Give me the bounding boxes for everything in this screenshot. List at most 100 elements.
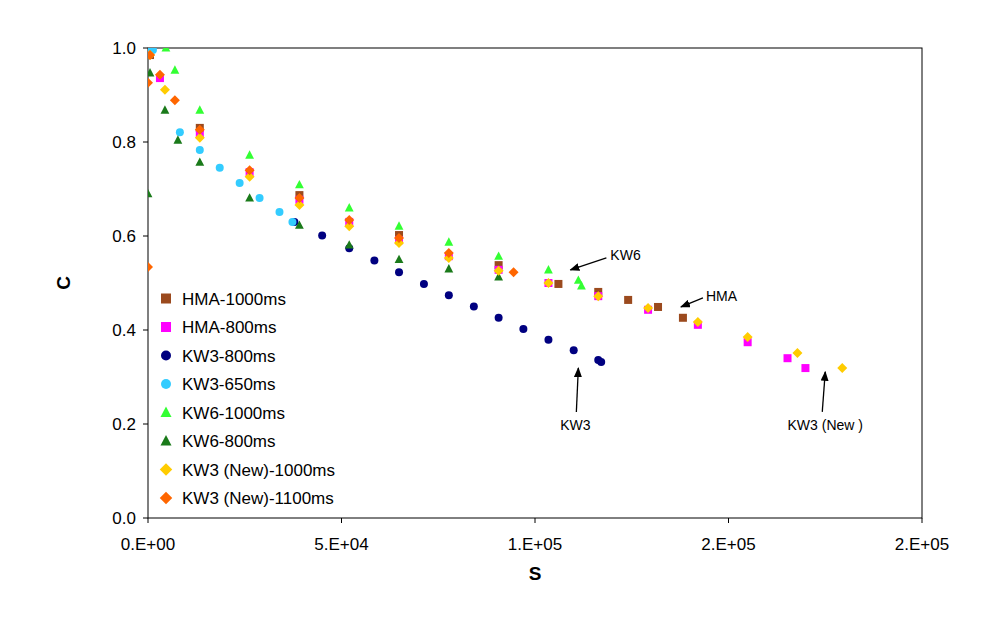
point — [593, 291, 603, 301]
x-tick — [148, 518, 149, 523]
series — [148, 50, 847, 373]
point — [195, 125, 205, 135]
annotation: KW6 — [610, 247, 641, 263]
point — [445, 291, 453, 299]
annotation-arrow — [576, 368, 578, 412]
x-tick-label: 0.E+00 — [121, 535, 175, 554]
legend-marker — [160, 492, 173, 505]
legend-marker — [161, 379, 171, 389]
y-tick-label: 0.8 — [112, 133, 136, 152]
plot-frame — [148, 48, 922, 518]
y-tick-label: 0.2 — [112, 415, 136, 434]
plot-area — [148, 48, 847, 373]
point — [570, 346, 578, 354]
legend-label: HMA-800ms — [182, 318, 276, 337]
point — [288, 218, 296, 226]
point — [176, 128, 184, 136]
point — [155, 70, 165, 80]
point — [792, 348, 802, 358]
point — [679, 314, 687, 322]
annotation: KW3 — [560, 417, 591, 433]
point — [245, 150, 254, 158]
point — [544, 336, 552, 344]
legend-label: KW3 (New)-1100ms — [182, 489, 334, 508]
point — [577, 281, 586, 289]
legend-marker — [161, 294, 171, 304]
legend-label: KW6-800ms — [182, 432, 276, 451]
legend-label: KW6-1000ms — [182, 404, 285, 423]
y-tick — [143, 142, 148, 143]
point — [544, 279, 552, 287]
point — [170, 65, 179, 73]
point — [420, 280, 428, 288]
annotation-arrow — [570, 258, 606, 270]
point — [444, 248, 454, 258]
point — [693, 317, 703, 327]
x-tick — [535, 518, 536, 523]
point — [594, 292, 602, 300]
point — [509, 267, 519, 277]
point — [543, 278, 553, 288]
series — [148, 51, 687, 322]
y-tick — [143, 518, 148, 519]
point — [470, 303, 478, 311]
point — [148, 68, 154, 76]
y-tick — [143, 48, 148, 49]
x-tick-label: 1.E+05 — [508, 535, 562, 554]
point — [743, 332, 753, 342]
x-tick — [728, 518, 729, 523]
series — [162, 48, 586, 289]
series — [148, 48, 296, 226]
legend-marker — [160, 463, 173, 476]
point — [494, 251, 503, 259]
point — [160, 85, 170, 95]
point — [370, 256, 378, 264]
y-axis-label: C — [53, 276, 74, 290]
point — [148, 78, 153, 88]
point — [554, 280, 562, 288]
series — [290, 218, 605, 366]
x-tick-label: 5.E+04 — [314, 535, 368, 554]
y-tick — [143, 236, 148, 237]
point — [195, 157, 204, 165]
point — [444, 264, 453, 272]
legend-marker — [161, 435, 172, 446]
point — [395, 255, 404, 263]
point — [148, 189, 152, 197]
series — [148, 50, 519, 277]
point — [162, 48, 171, 52]
point — [318, 232, 326, 240]
x-tick — [922, 518, 923, 523]
annotation-arrow — [681, 298, 703, 307]
legend-label: KW3-650ms — [182, 375, 276, 394]
y-tick — [143, 330, 148, 331]
point — [784, 354, 792, 362]
x-tick-label: 2.E+05 — [895, 535, 949, 554]
y-tick — [143, 424, 148, 425]
point — [170, 95, 180, 105]
legend-label: KW3 (New)-1000ms — [182, 461, 335, 480]
point — [345, 203, 354, 211]
point — [494, 266, 504, 276]
annotation: KW3 (New ) — [788, 417, 863, 433]
x-axis-label: S — [529, 563, 542, 584]
point — [395, 268, 403, 276]
point — [295, 180, 304, 188]
point — [495, 314, 503, 322]
point — [345, 240, 354, 248]
point — [216, 164, 224, 172]
legend-label: KW3-800ms — [182, 347, 276, 366]
point — [148, 262, 153, 272]
point — [275, 208, 283, 216]
legend-marker — [161, 322, 171, 332]
point — [597, 358, 605, 366]
annotation: HMA — [706, 288, 738, 304]
point — [519, 325, 527, 333]
point — [148, 50, 155, 60]
point — [245, 165, 255, 175]
point — [295, 220, 304, 228]
y-tick-label: 0.6 — [112, 227, 136, 246]
point — [294, 193, 304, 203]
point — [256, 194, 264, 202]
point — [394, 233, 404, 243]
